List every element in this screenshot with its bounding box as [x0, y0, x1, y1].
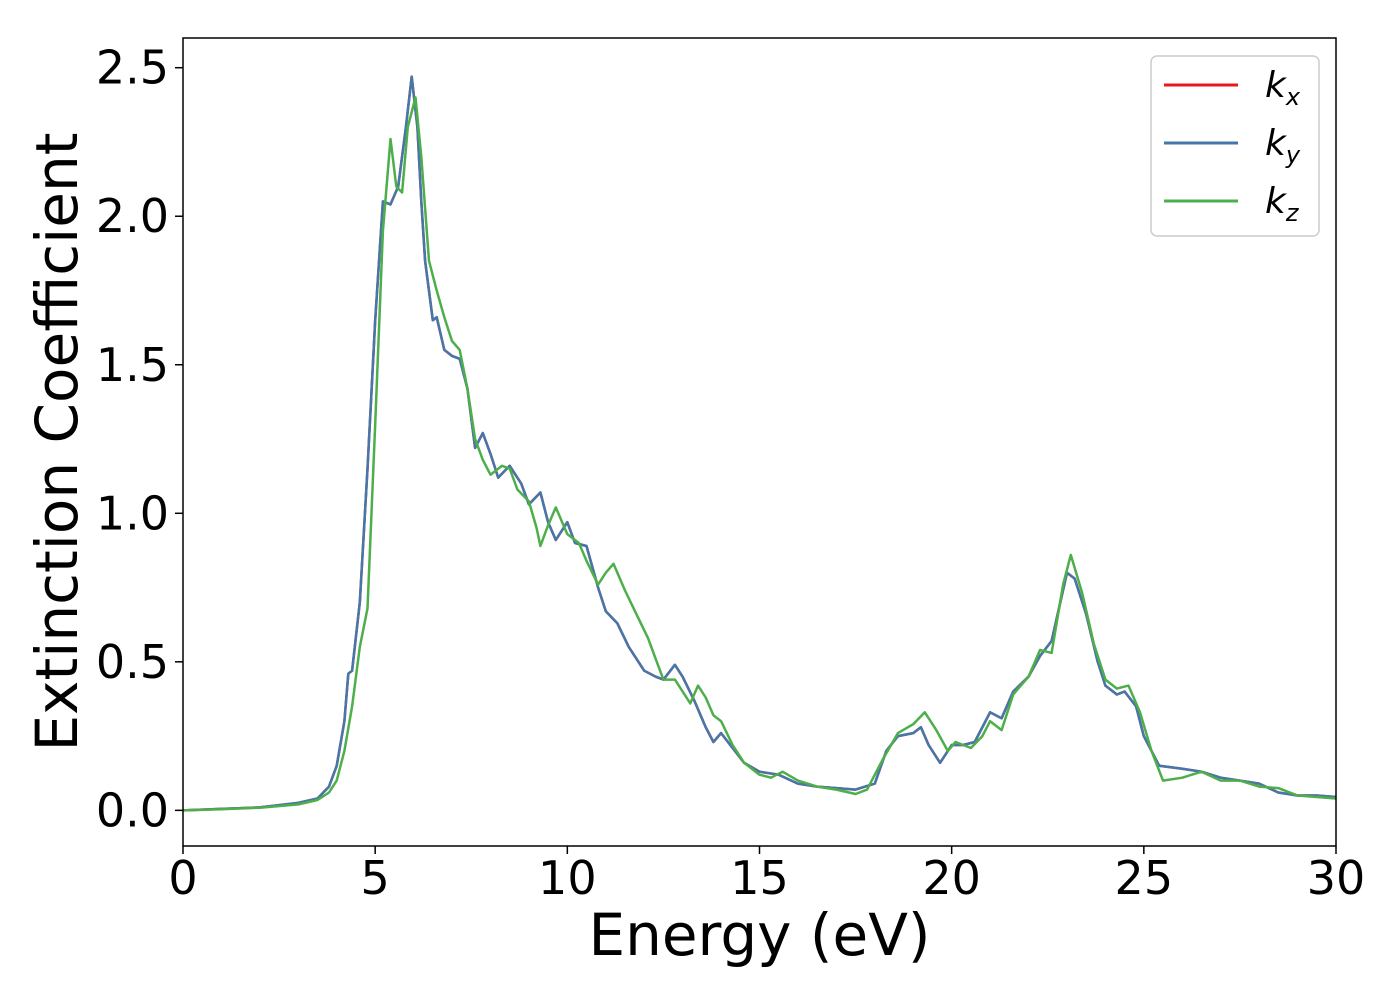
y-axis-ticks: 0.0 0.5 1.0 1.5 2.0 2.5: [96, 41, 183, 837]
x-tick-label: 0: [168, 851, 197, 905]
x-tick-label: 30: [1307, 851, 1366, 905]
x-tick-label: 5: [361, 851, 390, 905]
x-tick-label: 15: [730, 851, 789, 905]
y-tick-label: 1.0: [96, 486, 169, 540]
x-axis-label: Energy (eV): [588, 901, 930, 969]
x-axis-ticks: 0 5 10 15 20 25 30: [168, 846, 1365, 905]
y-axis-label: Extinction Coefficient: [23, 133, 91, 752]
x-tick-label: 10: [538, 851, 597, 905]
y-tick-label: 0.5: [96, 635, 169, 689]
series-lines: [182, 75, 1337, 812]
legend-box: [1150, 55, 1320, 237]
plot-frame: [182, 37, 1337, 847]
x-tick-label: 25: [1115, 851, 1174, 905]
y-tick-label: 2.0: [96, 189, 169, 243]
series-line-k_z: [182, 96, 1337, 812]
x-tick-label: 20: [922, 851, 981, 905]
y-tick-label: 0.0: [96, 783, 169, 837]
y-tick-label: 1.5: [96, 338, 169, 392]
y-tick-label: 2.5: [96, 41, 169, 95]
